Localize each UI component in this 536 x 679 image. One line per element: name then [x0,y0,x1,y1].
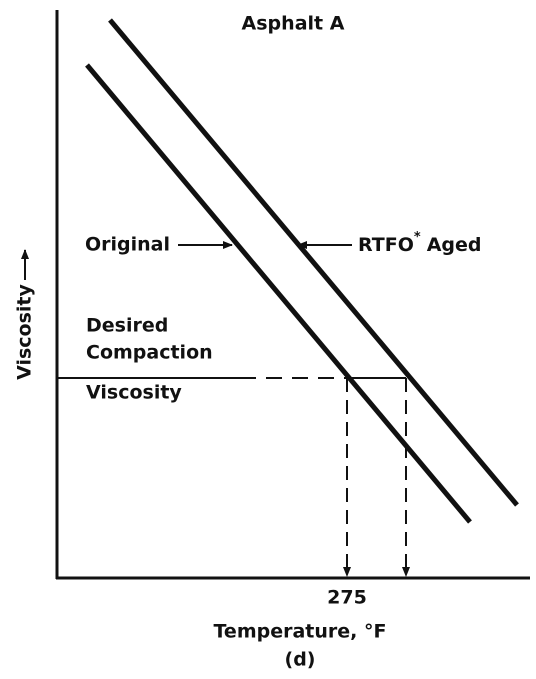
desired-label: Desired [86,315,168,337]
desired-label: Viscosity [86,382,182,404]
curve-label: Original [85,234,170,256]
y-axis-label: Viscosity [14,283,36,379]
curve-label-part: RTFO [358,234,414,256]
original-line [85,63,472,524]
aged-line [108,18,519,507]
desired-label: Compaction [86,342,213,364]
caption: (d) [285,649,316,671]
curve-label-mark: * [414,230,421,245]
curve-label: RTFO* Aged [358,230,481,256]
x-axis-label: Temperature, °F [214,621,387,643]
x-tick-label: 275 [327,587,367,609]
curve-label-part: Aged [427,234,482,256]
title: Asphalt A [242,13,345,35]
